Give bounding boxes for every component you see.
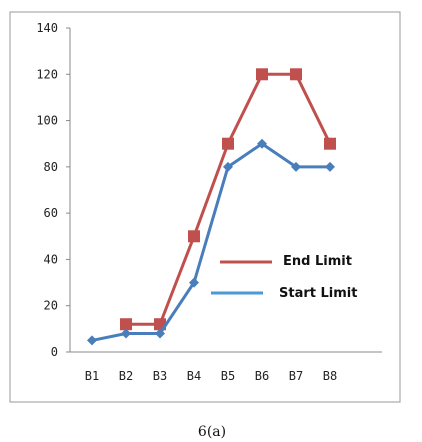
y-tick-label: 140 xyxy=(36,21,58,35)
y-tick-label: 0 xyxy=(51,345,58,359)
plot-series xyxy=(87,68,336,346)
legend-label-start-limit: Start Limit xyxy=(279,286,357,301)
y-tick-label: 40 xyxy=(44,252,58,266)
y-tick-label: 100 xyxy=(36,114,58,128)
x-tick-label: B4 xyxy=(187,369,201,383)
x-tick-label: B7 xyxy=(289,369,303,383)
x-tick-label: B6 xyxy=(255,369,269,383)
x-tick-label: B1 xyxy=(85,369,99,383)
x-tick-label: B8 xyxy=(323,369,337,383)
data-point-end-limit xyxy=(222,137,234,150)
data-point-start-limit xyxy=(257,138,267,149)
x-tick-label: B3 xyxy=(153,369,167,383)
x-tick-label: B2 xyxy=(119,369,133,383)
figure-caption: 6(a) xyxy=(198,424,226,440)
series-line-start-limit xyxy=(91,142,330,342)
y-tick-label: 80 xyxy=(44,160,58,174)
data-point-start-limit xyxy=(223,161,233,172)
y-tick-label: 20 xyxy=(44,299,58,313)
x-tick-label: B5 xyxy=(221,369,235,383)
x-axis-ticks: B1 B2 B3 B4 B5 B6 B7 B8 xyxy=(85,369,337,383)
y-axis-ticks: 0 20 40 60 80 100 120 140 xyxy=(36,21,70,359)
data-point-end-limit xyxy=(120,318,132,331)
data-point-end-limit xyxy=(324,137,336,150)
data-point-start-limit xyxy=(291,161,301,172)
data-point-start-limit xyxy=(87,335,97,346)
legend: End Limit Start Limit xyxy=(211,254,357,301)
data-point-start-limit xyxy=(325,161,335,172)
data-point-start-limit xyxy=(121,328,131,339)
y-tick-label: 60 xyxy=(44,206,58,220)
data-point-end-limit xyxy=(290,68,302,81)
y-tick-label: 120 xyxy=(36,67,58,81)
data-point-start-limit xyxy=(155,328,165,339)
data-point-end-limit xyxy=(256,68,268,81)
legend-label-end-limit: End Limit xyxy=(283,254,352,269)
data-point-start-limit xyxy=(189,277,199,288)
data-point-end-limit xyxy=(188,230,200,243)
